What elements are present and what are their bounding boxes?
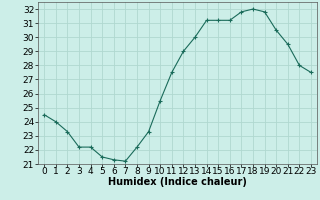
X-axis label: Humidex (Indice chaleur): Humidex (Indice chaleur): [108, 177, 247, 187]
